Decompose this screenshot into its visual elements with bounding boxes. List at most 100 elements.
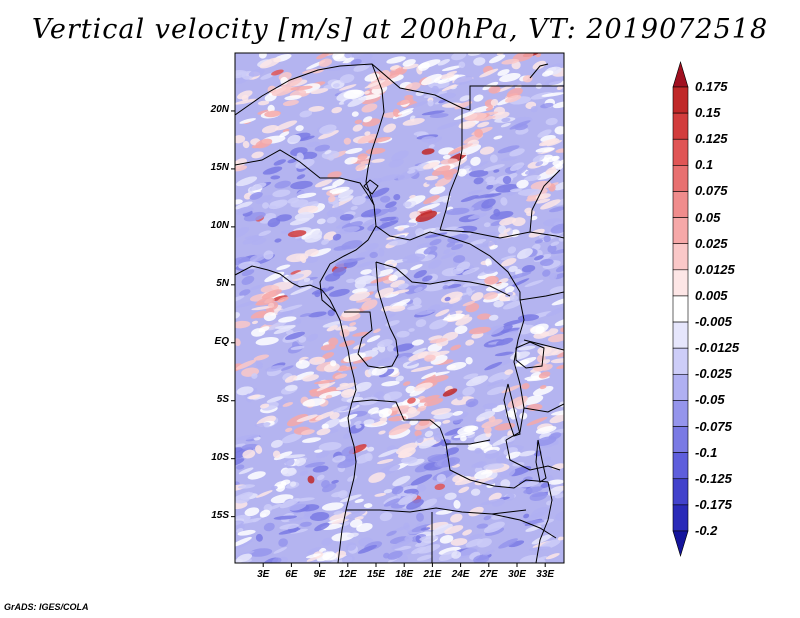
- field-cell: [248, 394, 261, 400]
- field-cell: [536, 198, 551, 204]
- field-cell: [402, 118, 425, 126]
- field-cell: [389, 65, 400, 70]
- field-cell: [264, 110, 281, 118]
- field-cell: [283, 273, 305, 281]
- field-cell: [236, 207, 254, 215]
- field-cell: [235, 434, 260, 441]
- field-cell: [509, 295, 519, 302]
- field-cell: [318, 58, 333, 67]
- field-cell: [396, 98, 414, 106]
- colorbar-swatch: [672, 426, 689, 453]
- border-congo-drc: [375, 261, 399, 369]
- field-cell: [363, 419, 375, 425]
- field-cell: [392, 289, 410, 295]
- field-cell: [423, 282, 446, 292]
- field-cell: [433, 433, 443, 442]
- lake-tanganyika: [503, 383, 521, 437]
- field-cell: [299, 470, 309, 476]
- field-cell: [321, 483, 337, 493]
- lake-chad: [363, 179, 379, 195]
- field-cell: [455, 316, 473, 326]
- field-cell: [519, 450, 536, 457]
- field-cell: [338, 195, 354, 202]
- field-cell: [329, 186, 350, 194]
- field-cell: [532, 385, 554, 396]
- field-cell: [235, 71, 245, 76]
- field-cell: [366, 335, 381, 343]
- field-cell: [277, 296, 289, 303]
- field-cell: [287, 159, 297, 164]
- field-cell: [377, 458, 394, 465]
- field-cell: [338, 189, 354, 199]
- field-cell: [331, 517, 350, 525]
- field-cell: [279, 497, 301, 509]
- field-cell: [456, 394, 463, 401]
- field-cell: [235, 201, 253, 210]
- field-cell: [405, 101, 428, 110]
- field-cell: [321, 238, 330, 245]
- field-cell: [338, 365, 347, 371]
- field-cell: [332, 83, 340, 88]
- field-cell: [343, 433, 351, 439]
- field-cell: [363, 90, 370, 95]
- field-cell: [445, 447, 459, 455]
- field-cell: [296, 414, 318, 422]
- border-botswana-zimbabwe: [491, 513, 557, 539]
- field-cell: [483, 263, 501, 274]
- field-cell: [290, 528, 308, 534]
- field-cell: [440, 252, 456, 260]
- field-cell: [463, 373, 479, 380]
- field-cell: [287, 197, 299, 204]
- field-cell: [331, 479, 339, 484]
- field-cell: [368, 136, 391, 144]
- field-cell: [540, 102, 554, 109]
- field-cell: [436, 473, 447, 483]
- field-cell: [316, 382, 336, 392]
- field-cell: [539, 258, 554, 266]
- field-cell: [442, 388, 458, 397]
- field-cell: [302, 398, 326, 407]
- field-cell: [279, 304, 303, 312]
- field-cell: [392, 108, 400, 118]
- border-angola-coast: [337, 401, 357, 563]
- field-cell: [438, 73, 455, 79]
- field-cell: [297, 205, 319, 215]
- field-cell: [428, 144, 435, 149]
- field-cell: [485, 258, 492, 268]
- field-cell: [270, 175, 281, 180]
- field-cell: [504, 369, 514, 375]
- field-cell: [458, 486, 470, 494]
- field-cell: [302, 68, 318, 74]
- field-cell: [397, 107, 414, 115]
- field-cell: [395, 68, 403, 74]
- colorbar: [672, 60, 689, 558]
- field-cell: [413, 269, 427, 279]
- field-cell: [415, 435, 424, 444]
- field-cell: [534, 450, 542, 457]
- field-cell: [378, 247, 385, 257]
- field-cell: [489, 211, 514, 220]
- field-cell: [555, 510, 564, 521]
- field-cell: [554, 126, 564, 135]
- field-cell: [296, 152, 304, 161]
- field-cell: [329, 511, 352, 522]
- field-cell: [410, 474, 433, 486]
- colorbar-label: 0.175: [695, 79, 728, 94]
- border-zambia: [445, 443, 549, 489]
- field-cell: [448, 146, 464, 155]
- field-cell: [383, 123, 396, 133]
- field-cell: [508, 540, 525, 548]
- field-cell: [547, 486, 564, 496]
- field-cell: [315, 179, 333, 188]
- field-cell: [318, 130, 339, 140]
- field-cell: [332, 455, 346, 463]
- field-cell: [512, 53, 534, 62]
- field-cell: [458, 61, 466, 69]
- field-cell: [249, 191, 263, 200]
- field-cell: [251, 237, 267, 246]
- field-cell: [537, 518, 554, 525]
- field-cell: [351, 111, 359, 117]
- field-cell: [462, 386, 475, 396]
- field-cell: [447, 233, 469, 243]
